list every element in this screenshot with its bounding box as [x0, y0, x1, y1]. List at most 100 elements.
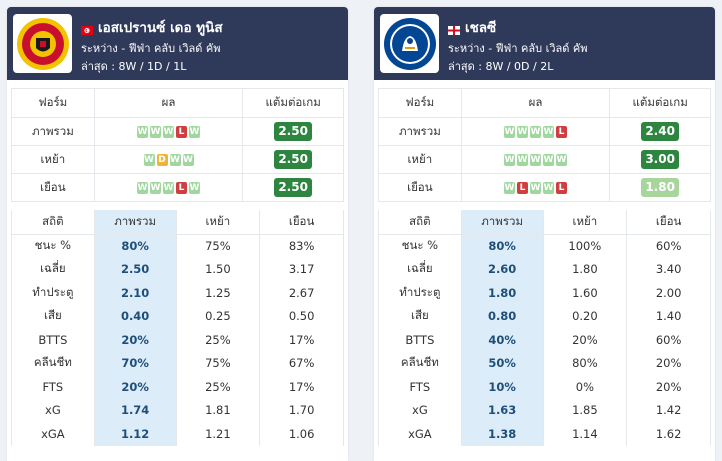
- result-chip: W: [150, 182, 161, 194]
- results-header: ผล: [460, 88, 611, 118]
- stats-row: BTTS 20% 25% 17%: [11, 328, 344, 352]
- form-row-label: ภาพรวม: [11, 117, 95, 146]
- stats-row: เสีย 0.80 0.20 1.40: [378, 304, 711, 328]
- form-row-label: เหย้า: [378, 145, 462, 174]
- stat-away: 1.40: [626, 304, 711, 328]
- result-chip: W: [137, 182, 148, 194]
- stats-header-away: เยือน: [259, 210, 344, 235]
- team-name[interactable]: เอสเปรานซ์ เดอ ทูนิส: [98, 20, 223, 36]
- result-chip: W: [530, 154, 541, 166]
- stat-overall: 70%: [93, 351, 177, 375]
- stat-away: 3.40: [626, 257, 711, 281]
- stats-row: เฉลี่ย 2.50 1.50 3.17: [11, 257, 344, 281]
- ppg-badge: 2.50: [274, 122, 313, 141]
- stat-label: ชนะ %: [378, 234, 462, 258]
- stat-home: 25%: [175, 328, 261, 352]
- stats-row: คลีนชีท 70% 75% 67%: [11, 351, 344, 375]
- recent-record: ล่าสุด : 8W / 1D / 1L: [81, 60, 187, 73]
- stat-home: 0.25: [175, 304, 261, 328]
- ppg-header: แต้มต่อเกม: [242, 88, 344, 118]
- stats-row: เสีย 0.40 0.25 0.50: [11, 304, 344, 328]
- stat-home: 1.80: [542, 257, 628, 281]
- england-flag-icon: [448, 23, 460, 35]
- ppg-cell: 2.50: [242, 145, 344, 174]
- stat-home: 0%: [542, 375, 628, 399]
- stat-home: 100%: [542, 234, 628, 258]
- stat-home: 0.20: [542, 304, 628, 328]
- team-name[interactable]: เชลซี: [465, 20, 497, 36]
- form-row-label: เหย้า: [11, 145, 95, 174]
- stat-away: 20%: [626, 351, 711, 375]
- result-chip: W: [189, 182, 200, 194]
- stat-away: 3.17: [259, 257, 344, 281]
- tunisia-flag-icon: [81, 23, 93, 35]
- stat-away: 1.62: [626, 422, 711, 446]
- result-chip: W: [163, 182, 174, 194]
- stats-table: สถิติ ภาพรวม เหย้า เยือน ชนะ % 80% 100% 60%…: [378, 210, 711, 446]
- stats-row: xG 1.74 1.81 1.70: [11, 398, 344, 422]
- form-header: ฟอร์ม: [11, 88, 95, 118]
- stat-away: 83%: [259, 234, 344, 258]
- stats-row: xGA 1.38 1.14 1.62: [378, 422, 711, 446]
- team-name-row: เชลซี: [448, 16, 496, 38]
- stat-overall: 80%: [93, 234, 177, 258]
- result-chip: W: [189, 126, 200, 138]
- stat-home: 1.14: [542, 422, 628, 446]
- stat-home: 1.21: [175, 422, 261, 446]
- stat-overall: 20%: [93, 375, 177, 399]
- stat-away: 2.00: [626, 281, 711, 305]
- stats-row: xGA 1.12 1.21 1.06: [11, 422, 344, 446]
- stat-overall: 1.80: [460, 281, 544, 305]
- ppg-header: แต้มต่อเกม: [609, 88, 711, 118]
- stats-header-label: สถิติ: [378, 210, 462, 235]
- result-chip: W: [530, 182, 541, 194]
- result-chip: W: [163, 126, 174, 138]
- result-chip: W: [543, 182, 554, 194]
- result-chip: W: [556, 154, 567, 166]
- stats-header-overall: ภาพรวม: [93, 210, 177, 235]
- stat-overall: 1.38: [460, 422, 544, 446]
- stat-away: 1.42: [626, 398, 711, 422]
- stat-label: เฉลี่ย: [11, 257, 95, 281]
- stat-label: xGA: [378, 422, 462, 446]
- chelsea-crest-icon[interactable]: [380, 14, 439, 73]
- stat-away: 60%: [626, 234, 711, 258]
- result-chip: W: [543, 154, 554, 166]
- stat-away: 17%: [259, 328, 344, 352]
- stat-home: 80%: [542, 351, 628, 375]
- esperance-crest-icon[interactable]: [13, 14, 72, 73]
- stat-home: 25%: [175, 375, 261, 399]
- ppg-cell: 2.50: [242, 173, 344, 202]
- stat-label: ชนะ %: [11, 234, 95, 258]
- form-row-label: เยือน: [378, 173, 462, 202]
- stat-label: คลีนชีท: [378, 351, 462, 375]
- stat-label: FTS: [378, 375, 462, 399]
- results-header: ผล: [93, 88, 244, 118]
- stats-header-home: เหย้า: [542, 210, 628, 235]
- form-header: ฟอร์ม: [378, 88, 462, 118]
- stat-home: 1.25: [175, 281, 261, 305]
- stat-away: 17%: [259, 375, 344, 399]
- competition-label: ระหว่าง - ฟีฟ่า คลับ เวิลด์ คัพ: [448, 42, 588, 55]
- recent-record: ล่าสุด : 8W / 0D / 2L: [448, 60, 554, 73]
- stats-header-label: สถิติ: [11, 210, 95, 235]
- stat-label: xG: [378, 398, 462, 422]
- form-row-label: ภาพรวม: [378, 117, 462, 146]
- stats-row: คลีนชีท 50% 80% 20%: [378, 351, 711, 375]
- stats-header-overall: ภาพรวม: [460, 210, 544, 235]
- result-chip: W: [504, 182, 515, 194]
- stats-row: ทำประตู 2.10 1.25 2.67: [11, 281, 344, 305]
- ppg-badge: 2.40: [641, 122, 680, 141]
- stats-row: FTS 20% 25% 17%: [11, 375, 344, 399]
- stat-label: คลีนชีท: [11, 351, 95, 375]
- stat-overall: 2.60: [460, 257, 544, 281]
- stat-overall: 0.40: [93, 304, 177, 328]
